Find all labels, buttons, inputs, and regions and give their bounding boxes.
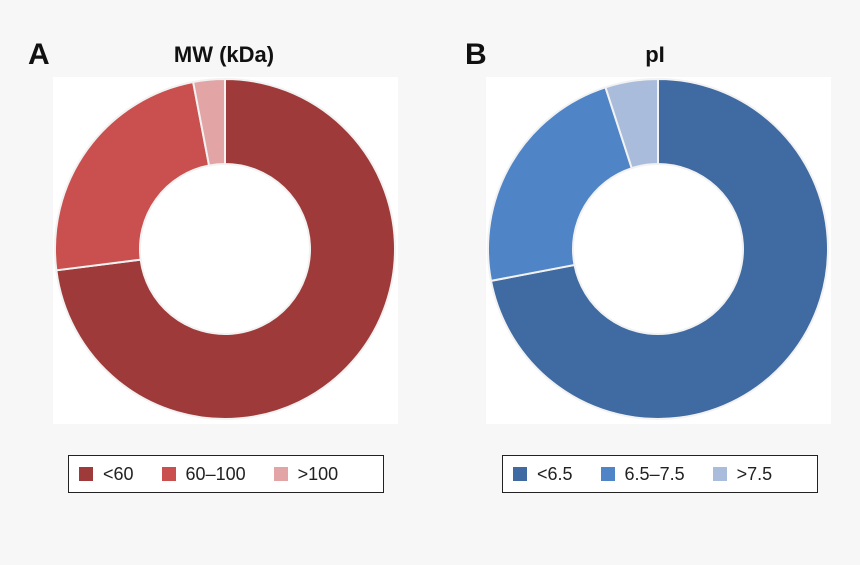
legend: <6.5 6.5–7.5 >7.5: [502, 455, 818, 493]
legend-label: <6.5: [537, 463, 573, 484]
donut-slice: [487, 86, 633, 283]
legend-item: 6.5–7.5: [600, 463, 685, 485]
legend-label: >100: [297, 463, 339, 484]
legend-item: >100: [273, 463, 339, 485]
donut-slice: [604, 77, 659, 170]
donut-slice: [191, 77, 226, 167]
legend-swatch: [161, 467, 176, 481]
legend-swatch: [513, 467, 527, 481]
legend-label: >7.5: [736, 463, 773, 484]
donut-slice: [489, 77, 829, 420]
legend-item: >7.5: [712, 463, 773, 485]
legend-label: 60–100: [185, 463, 246, 484]
legend-swatch: [273, 467, 288, 481]
donut-slice: [54, 80, 211, 272]
legend-swatch: [600, 467, 615, 481]
panel-label: A: [28, 38, 50, 71]
legend-item: 60–100: [161, 463, 246, 485]
donut-slice: [55, 77, 396, 420]
legend-swatch: [79, 467, 93, 481]
panel-b: B pI <6.5 6.5–7.5 >7.5: [430, 0, 850, 565]
legend-item: <60: [79, 464, 134, 485]
legend-item: <6.5: [513, 464, 573, 485]
donut-chart-a: [54, 77, 396, 420]
donut-chart-b: [487, 77, 829, 420]
legend: <60 60–100 >100: [68, 455, 384, 493]
legend-label: 6.5–7.5: [624, 463, 685, 484]
panel-a: A MW (kDa) <60 60–100 >100: [0, 0, 420, 565]
legend-swatch: [712, 467, 727, 481]
chart-title: MW (kDa): [173, 42, 275, 67]
plot-area: [486, 77, 831, 424]
chart-title: pI: [645, 42, 665, 67]
plot-area: [53, 77, 398, 424]
legend-label: <60: [103, 463, 134, 484]
panel-label: B: [465, 38, 487, 71]
